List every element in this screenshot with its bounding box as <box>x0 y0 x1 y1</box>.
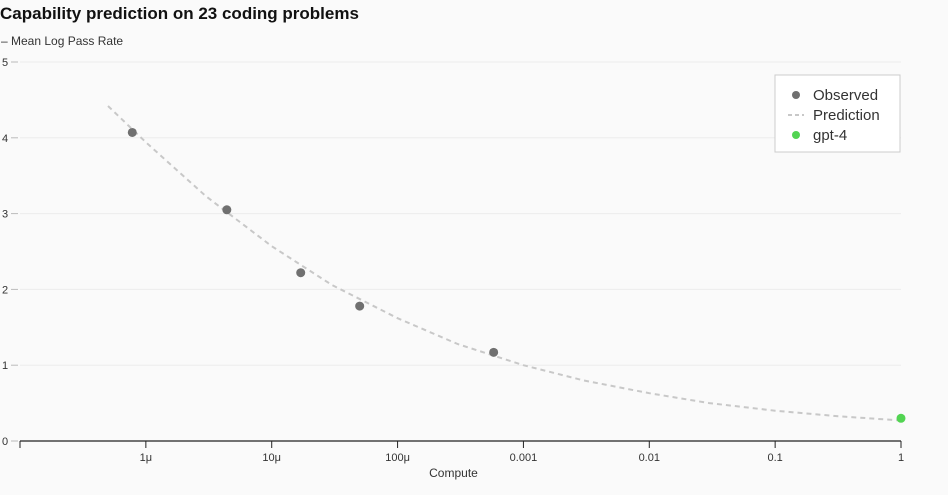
prediction-line <box>107 105 902 422</box>
legend-label: Prediction <box>813 107 880 124</box>
y-tick-label: 0 <box>2 436 8 448</box>
x-tick-label: 0.1 <box>767 452 782 464</box>
observed-point <box>222 205 232 215</box>
y-tick-label: 3 <box>2 209 8 221</box>
legend-observed-swatch <box>792 91 800 99</box>
y-tick-label: 1 <box>2 360 8 372</box>
x-tick-label: 0.001 <box>510 452 538 464</box>
y-axis-label: – Mean Log Pass Rate <box>1 34 123 48</box>
chart-title: Capability prediction on 23 coding probl… <box>0 4 359 23</box>
x-tick-label: 100μ <box>385 452 410 464</box>
grid-lines <box>20 61 901 366</box>
legend-box <box>774 74 901 153</box>
observed-point <box>127 127 137 137</box>
legend-gpt4-swatch <box>792 131 800 139</box>
legend-label: Observed <box>813 87 878 104</box>
x-tick-label: 10μ <box>262 452 281 464</box>
observed-point <box>296 268 306 278</box>
legend-label: gpt-4 <box>813 127 847 144</box>
x-tick-label: 1 <box>898 452 904 464</box>
x-axis-ticks: 1μ 10μ 100μ 0.001 0.01 0.1 1 <box>19 441 904 464</box>
y-tick-label: 2 <box>2 284 8 296</box>
observed-point <box>355 301 365 311</box>
y-axis-ticks: 0 1 2 3 4 5 <box>2 57 18 448</box>
x-axis-label: Compute <box>429 466 478 480</box>
x-tick-label: 1μ <box>140 452 152 464</box>
observed-point <box>489 347 499 357</box>
x-tick-label: 0.01 <box>639 452 660 464</box>
y-tick-label: 5 <box>2 57 8 69</box>
legend: Observed Prediction gpt-4 <box>774 74 901 153</box>
series-layer <box>107 105 906 423</box>
y-tick-label: 4 <box>2 133 8 145</box>
gpt4-point <box>896 413 906 423</box>
